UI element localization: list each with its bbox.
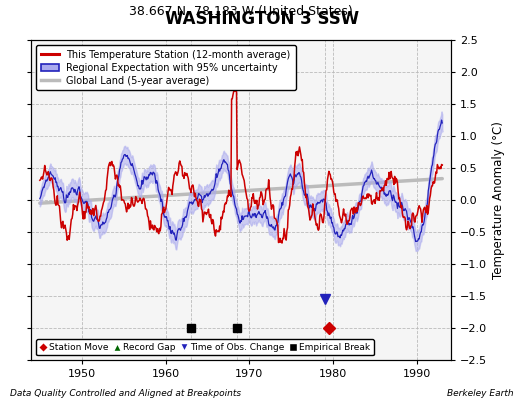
Text: WASHINGTON 3 SSW: WASHINGTON 3 SSW [165, 10, 359, 28]
Title: 38.667 N, 78.183 W (United States): 38.667 N, 78.183 W (United States) [129, 5, 353, 18]
Text: Berkeley Earth: Berkeley Earth [447, 389, 514, 398]
Y-axis label: Temperature Anomaly (°C): Temperature Anomaly (°C) [493, 121, 505, 279]
Legend: Station Move, Record Gap, Time of Obs. Change, Empirical Break: Station Move, Record Gap, Time of Obs. C… [36, 339, 374, 356]
Text: Data Quality Controlled and Aligned at Breakpoints: Data Quality Controlled and Aligned at B… [10, 389, 242, 398]
